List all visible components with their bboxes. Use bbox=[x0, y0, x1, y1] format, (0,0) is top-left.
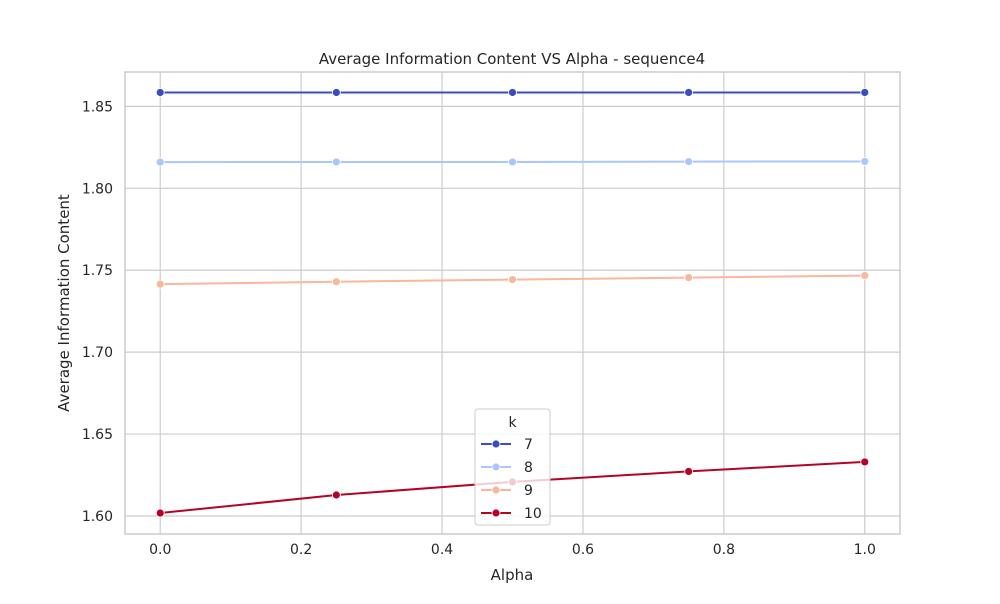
data-point-k7 bbox=[684, 88, 694, 97]
data-point-k9 bbox=[508, 275, 517, 284]
x-axis-label: Alpha bbox=[491, 566, 534, 584]
x-tick-label: 1.0 bbox=[854, 542, 876, 558]
data-point-k8 bbox=[155, 157, 165, 167]
y-tick-label: 1.60 bbox=[82, 509, 113, 525]
data-point-k7 bbox=[331, 88, 341, 97]
legend-label-k9: 9 bbox=[524, 483, 533, 499]
y-tick-label: 1.70 bbox=[82, 345, 113, 361]
data-point-k10 bbox=[155, 508, 165, 518]
x-tick-label: 0.0 bbox=[149, 542, 171, 558]
data-point-k10 bbox=[331, 490, 341, 500]
x-tick-label: 0.2 bbox=[290, 542, 312, 558]
legend-swatch-marker bbox=[491, 508, 501, 518]
legend-swatch-marker bbox=[491, 462, 501, 472]
data-point-k9 bbox=[860, 271, 870, 281]
data-point-k10 bbox=[860, 457, 870, 467]
data-point-k8 bbox=[684, 157, 694, 167]
data-point-k8 bbox=[860, 157, 870, 166]
y-axis-label: Average Information Content bbox=[55, 194, 73, 412]
y-tick-label: 1.75 bbox=[82, 263, 113, 279]
y-tick-label: 1.85 bbox=[82, 99, 113, 115]
plot-frame bbox=[124, 71, 901, 535]
plot-border bbox=[124, 71, 901, 535]
legend-label-k10: 10 bbox=[524, 506, 542, 522]
legend-swatch-marker bbox=[491, 439, 501, 449]
tick-labels: 0.0 0.2 0.4 0.6 0.8 1.0 1.60 1.65 1.70 1.75 1.80 1.… bbox=[82, 99, 876, 558]
data-point-k7 bbox=[860, 88, 870, 97]
y-tick-label: 1.65 bbox=[82, 427, 113, 443]
x-tick-label: 0.4 bbox=[431, 542, 453, 558]
legend-title: k bbox=[508, 415, 517, 431]
data-point-k9 bbox=[684, 273, 694, 283]
data-point-k9 bbox=[331, 277, 341, 287]
legend-swatch-marker bbox=[491, 485, 501, 495]
data-point-k10 bbox=[684, 467, 694, 476]
x-tick-label: 0.6 bbox=[572, 542, 594, 558]
y-tick-label: 1.80 bbox=[82, 181, 113, 197]
x-tick-label: 0.8 bbox=[713, 542, 735, 558]
data-point-k8 bbox=[508, 157, 517, 167]
legend-label-k8: 8 bbox=[524, 460, 533, 476]
data-point-k7 bbox=[155, 88, 165, 97]
legend[interactable]: k7 8 9 10 bbox=[474, 408, 551, 526]
legend-label-k7: 7 bbox=[524, 437, 533, 453]
legend-box bbox=[474, 408, 551, 526]
chart-title: Average Information Content VS Alpha - s… bbox=[319, 50, 705, 68]
data-point-k8 bbox=[331, 157, 341, 167]
data-point-k9 bbox=[155, 279, 165, 289]
data-point-k7 bbox=[508, 88, 517, 97]
